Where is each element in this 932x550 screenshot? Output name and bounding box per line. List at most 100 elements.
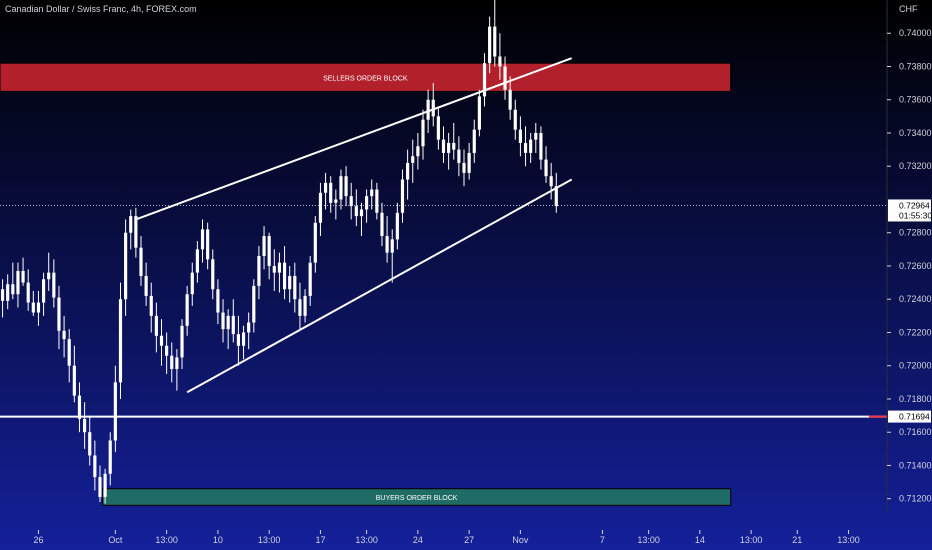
candle — [303, 289, 307, 323]
price-badge-label: 0.72964 — [899, 200, 930, 210]
price-badge — [888, 199, 931, 222]
candle — [247, 312, 251, 350]
order-block-label: BUYERS ORDER BLOCK — [376, 495, 458, 502]
candle — [154, 302, 158, 353]
candle — [216, 279, 220, 325]
order-block-zone[interactable] — [102, 488, 732, 506]
candle — [139, 236, 143, 286]
candle — [349, 182, 353, 220]
candle — [359, 202, 364, 237]
candle — [83, 402, 87, 449]
time-tick-label: Nov — [512, 535, 529, 545]
order-block-zone[interactable] — [0, 62, 732, 92]
candle — [421, 109, 425, 160]
price-tick-label: 0.72000 — [899, 361, 932, 371]
countdown-label: 01:55:30 — [899, 210, 932, 220]
trendline[interactable] — [135, 57, 573, 221]
candle — [67, 329, 71, 383]
candle — [72, 345, 76, 403]
candle — [118, 282, 123, 399]
price-tick-label: 0.72600 — [899, 261, 932, 271]
candle — [344, 166, 348, 207]
order-block-label: SELLERS ORDER BLOCK — [323, 75, 408, 82]
candle — [6, 274, 10, 310]
price-badge-label: 0.71694 — [899, 412, 930, 422]
candle — [339, 169, 343, 210]
candle — [26, 269, 30, 311]
price-tick-label: 0.73800 — [899, 61, 932, 71]
candle — [57, 285, 61, 350]
candle — [206, 222, 210, 270]
candle — [334, 189, 338, 220]
candle — [144, 262, 148, 306]
candle — [462, 149, 466, 187]
time-tick-label: 17 — [315, 535, 325, 545]
candle — [477, 89, 481, 137]
candle — [252, 279, 256, 333]
candle — [231, 299, 235, 343]
candle — [241, 325, 246, 360]
price-tick-label: 0.72400 — [899, 294, 932, 304]
candle — [534, 123, 538, 153]
candle — [457, 136, 461, 177]
candle — [482, 53, 487, 107]
time-tick-label: 27 — [464, 535, 474, 545]
time-tick-label: 21 — [792, 535, 802, 545]
price-axis[interactable]: CHF 0.74000 0.73800 0.73600 0.73400 0.73200 0.… — [869, 0, 932, 550]
candle — [503, 56, 507, 100]
candle — [93, 440, 97, 491]
candle — [508, 76, 512, 120]
candle — [390, 229, 394, 283]
candle — [272, 249, 276, 291]
candle — [395, 202, 399, 250]
price-tick-label: 0.74000 — [899, 28, 932, 38]
candle — [472, 119, 476, 163]
time-axis[interactable]: 26 Oct 13:00 10 13:00 17 13:00 24 27 Nov 7 13:00 14 1… — [0, 528, 932, 550]
candle — [190, 262, 194, 306]
price-tick-label: 0.71200 — [899, 494, 932, 504]
candle — [323, 172, 328, 210]
level-marker — [869, 415, 887, 418]
candle — [365, 189, 369, 223]
zones-layer: SELLERS ORDER BLOCK BUYERS ORDER BLOCK — [0, 62, 732, 506]
candle — [236, 315, 241, 366]
price-tick-label: 0.73200 — [899, 161, 932, 171]
time-tick-label: 10 — [213, 535, 223, 545]
candle — [47, 252, 51, 291]
time-tick-label: 14 — [695, 535, 705, 545]
candle — [431, 83, 435, 127]
time-tick-label: 26 — [33, 535, 43, 545]
candle — [411, 139, 415, 183]
price-tick-label: 0.71400 — [899, 460, 932, 470]
candle — [77, 382, 82, 433]
candle — [554, 172, 558, 213]
candle — [282, 246, 287, 300]
candle — [180, 319, 184, 370]
candle — [400, 169, 405, 223]
candle — [498, 33, 502, 80]
candle — [416, 132, 420, 170]
candle — [200, 219, 205, 263]
trendline[interactable] — [186, 178, 573, 394]
candle — [447, 132, 451, 170]
candle — [149, 282, 153, 333]
time-tick-label: 7 — [600, 535, 605, 545]
candle — [452, 123, 456, 160]
candle — [16, 262, 20, 308]
candle — [518, 116, 522, 157]
candle — [170, 342, 174, 383]
candle — [124, 219, 128, 316]
lines-layer — [0, 57, 887, 418]
candle — [113, 365, 117, 453]
candle — [262, 226, 266, 270]
candle — [329, 176, 333, 213]
time-tick-label: 13:00 — [637, 535, 660, 545]
candle — [385, 216, 389, 263]
candle — [211, 249, 215, 300]
time-tick-label: 24 — [413, 535, 423, 545]
candle — [175, 349, 179, 391]
price-tick-label: 0.71600 — [899, 427, 932, 437]
time-tick-label: 13:00 — [837, 535, 860, 545]
